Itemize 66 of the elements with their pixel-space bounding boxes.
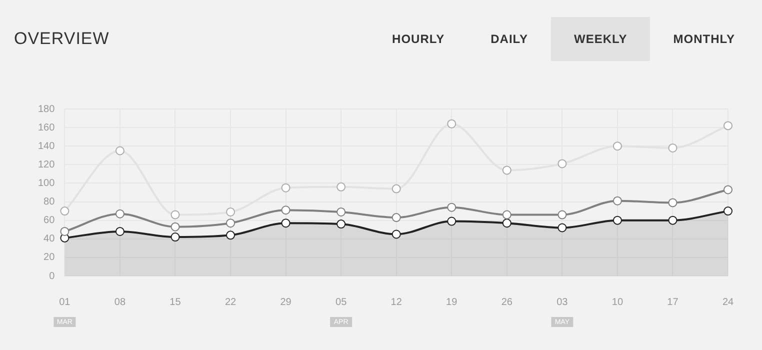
chart-title: OVERVIEW: [14, 29, 110, 49]
point: [60, 226, 70, 236]
point: [170, 232, 180, 242]
point: [115, 226, 124, 236]
x-tick-label: 24: [722, 296, 734, 308]
point: [502, 218, 512, 228]
point: [558, 159, 567, 168]
text: WEEKLY: [551, 17, 650, 61]
x-tick-label: 10: [612, 296, 624, 308]
point: [392, 230, 401, 239]
point: [115, 209, 124, 218]
x-tick-label: 19: [446, 296, 458, 308]
x-tick-label: 08: [114, 296, 126, 308]
y-tick-label: 0: [49, 270, 56, 282]
point: [336, 182, 346, 192]
point: [502, 210, 512, 220]
text: MONTHLY: [672, 31, 736, 48]
point: [226, 207, 236, 216]
point: [281, 218, 290, 228]
x-tick-label: 15: [170, 296, 182, 308]
point: [60, 206, 70, 216]
point: [336, 207, 346, 216]
x-tick-label: 29: [280, 296, 292, 308]
y-tick-label: 180: [38, 104, 56, 115]
text: HOURLY: [391, 31, 446, 48]
point: [447, 202, 456, 212]
point: [612, 216, 622, 225]
point: [724, 121, 732, 130]
x-tick-label: 17: [667, 296, 679, 308]
point: [558, 210, 567, 220]
point: [170, 222, 180, 232]
point: [668, 143, 678, 152]
x-tick-label: 01: [59, 296, 71, 308]
point: [392, 184, 401, 194]
point: [336, 220, 346, 229]
point: [612, 196, 622, 206]
y-tick-label: 20: [44, 252, 56, 264]
point: [170, 210, 180, 220]
point: [724, 206, 732, 216]
x-tick-label: 22: [224, 296, 237, 308]
point: [447, 119, 456, 128]
x-tick-label: 12: [390, 296, 402, 308]
point: [447, 216, 456, 226]
point: [226, 218, 236, 228]
point: [281, 206, 290, 215]
point: [558, 223, 567, 232]
point: [724, 185, 732, 194]
point: [115, 146, 124, 156]
x-tick-label: 03: [556, 296, 568, 308]
y-tick-label: 80: [44, 196, 56, 208]
y-tick-label: 120: [38, 159, 56, 170]
y-tick-label: 60: [44, 215, 56, 226]
x-tick-label: 05: [336, 296, 348, 308]
point: [226, 230, 236, 240]
y-tick-label: 160: [38, 122, 56, 134]
point: [392, 213, 401, 222]
y-tick-label: 140: [38, 140, 56, 152]
x-tick-label: 26: [501, 296, 513, 308]
point: [281, 183, 290, 192]
y-tick-label: 100: [38, 178, 56, 189]
point: [668, 216, 678, 225]
y-tick-label: 40: [44, 234, 56, 245]
point: [668, 198, 678, 208]
point: [612, 142, 622, 151]
point: [502, 166, 512, 175]
text: DAILY: [490, 31, 530, 48]
